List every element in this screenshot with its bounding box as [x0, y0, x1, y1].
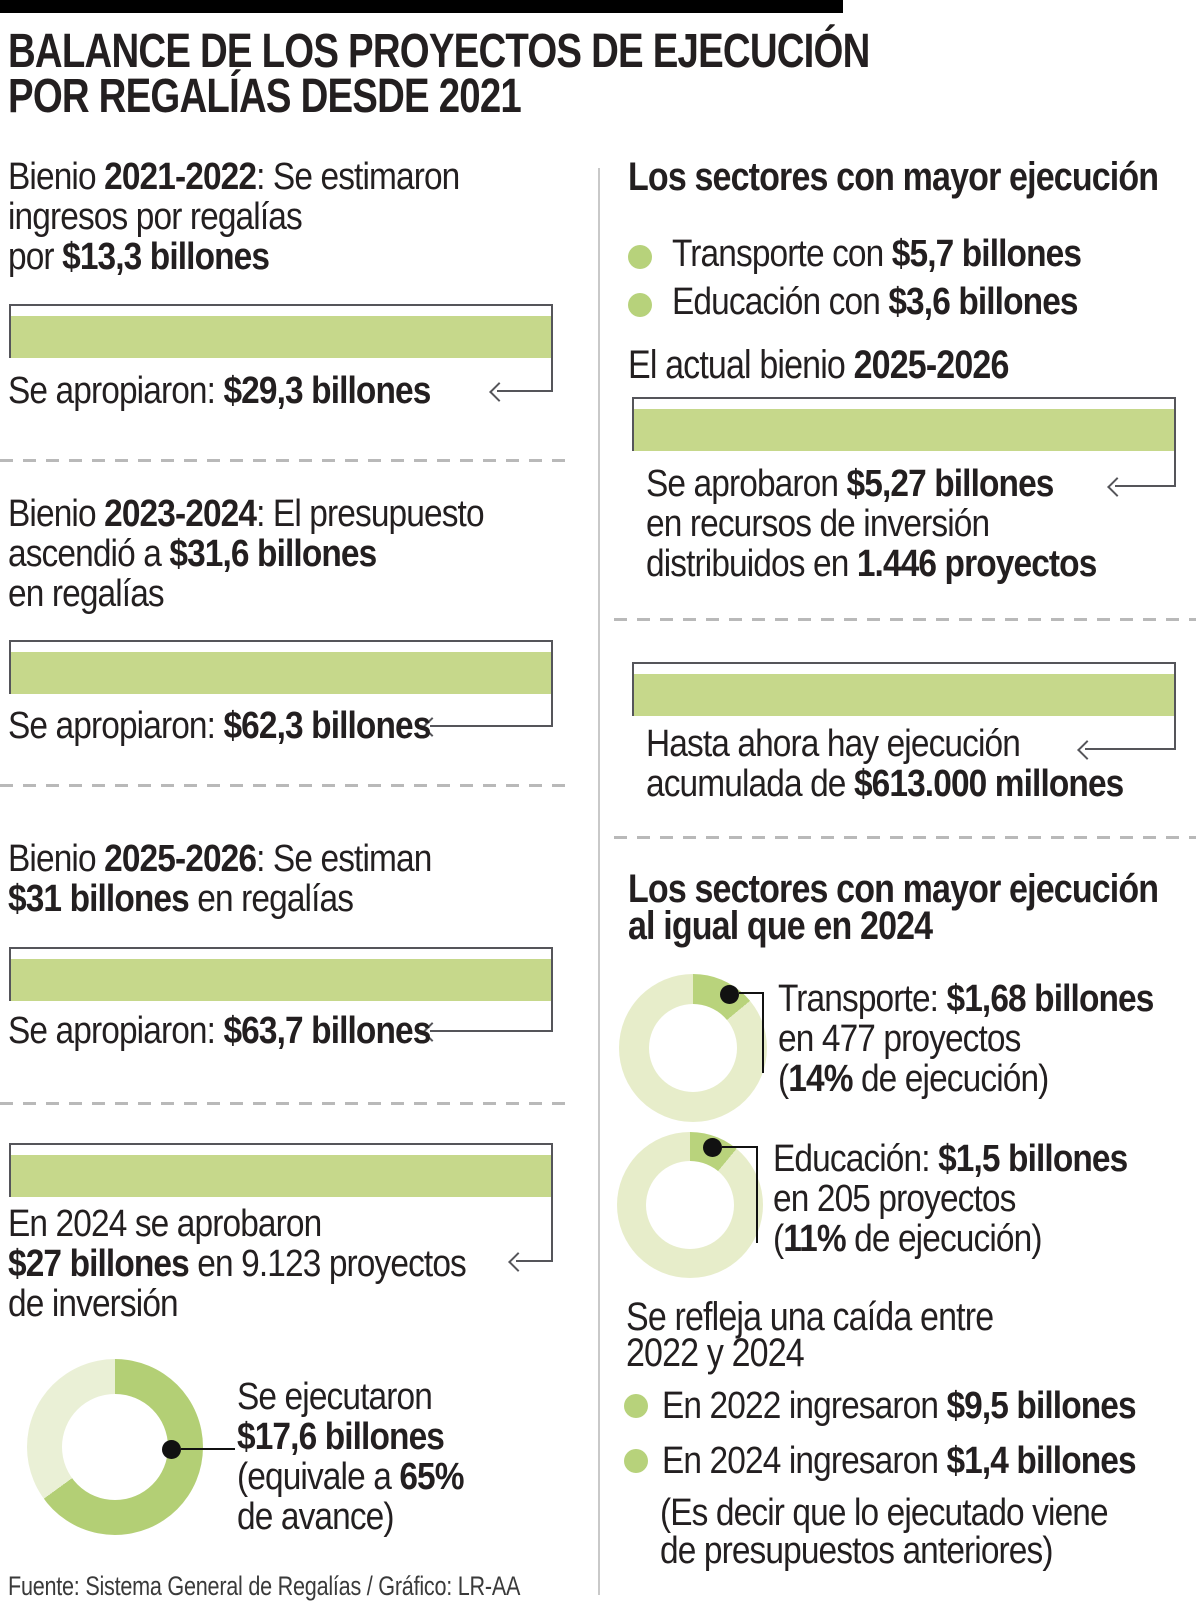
- page-title: BALANCE DE LOS PROYECTOS DE EJECUCIÓN POR…: [8, 28, 870, 121]
- callout-line-vertical: [551, 1197, 553, 1261]
- note-text: (Es decir que lo ejecutado viene de pres…: [660, 1492, 1109, 1572]
- green-bar-fill: [11, 652, 551, 694]
- green-bar-fill: [634, 409, 1174, 451]
- green-bar-fill: [11, 316, 551, 358]
- source-credit: Fuente: Sistema General de Regalías / Gr…: [8, 1571, 521, 1601]
- callout-line-vertical: [1174, 451, 1176, 486]
- callout-line-horizontal: [722, 1146, 758, 1148]
- biennium-2025-2026-text: Bienio 2025-2026: Se estiman $31 billone…: [8, 838, 432, 920]
- callout-dot: [162, 1440, 181, 1459]
- appropriation-bar-2025-2026: [9, 947, 553, 1001]
- approved-bar-2024: [9, 1143, 553, 1197]
- green-bar-fill: [634, 674, 1174, 716]
- bullet-educacion-total: Educación con $3,6 billones: [672, 281, 1079, 323]
- appropriation-bar-2021-2022: [9, 304, 553, 358]
- column-divider: [598, 168, 600, 1595]
- dashed-divider: [614, 618, 1196, 621]
- educacion-execution-text: Educación: $1,5 billones en 205 proyecto…: [773, 1138, 1128, 1260]
- callout-dot: [720, 985, 739, 1004]
- green-bar-fill: [11, 959, 551, 1001]
- callout-line-horizontal: [181, 1448, 235, 1450]
- callout-line-horizontal: [497, 390, 553, 392]
- donut-chart-transporte: [619, 974, 767, 1122]
- appropriation-label-2025-2026: Se apropiaron: $63,7 billones: [8, 1010, 431, 1052]
- callout-dot: [703, 1138, 722, 1157]
- donut-hole: [62, 1394, 168, 1500]
- callout-line-vertical: [762, 992, 764, 1073]
- arrow-left-icon: [1107, 477, 1127, 497]
- callout-line-vertical: [1174, 716, 1176, 749]
- dashed-divider: [0, 784, 573, 787]
- accumulated-execution-text: Hasta ahora hay ejecución acumulada de $…: [646, 723, 1124, 805]
- accumulated-execution-bar: [632, 662, 1176, 716]
- title-line-1: BALANCE DE LOS PROYECTOS DE EJECUCIÓN: [8, 25, 870, 78]
- callout-line-horizontal: [430, 725, 553, 727]
- donut-hole: [646, 1161, 734, 1249]
- callout-line-vertical: [551, 1001, 553, 1031]
- subheading-current-biennium: El actual bienio 2025-2026: [628, 343, 1009, 387]
- callout-line-horizontal: [516, 1260, 553, 1262]
- bullet-icon: [628, 245, 652, 269]
- bullet-icon: [628, 293, 652, 317]
- bullet-transporte-total: Transporte con $5,7 billones: [672, 233, 1082, 275]
- green-bar-fill: [11, 1155, 551, 1197]
- bullet-income-2024: En 2024 ingresaron $1,4 billones: [662, 1440, 1137, 1482]
- donut-chart-educacion: [617, 1132, 763, 1278]
- transporte-execution-text: Transporte: $1,68 billones en 477 proyec…: [778, 978, 1154, 1100]
- arrow-left-icon: [508, 1252, 528, 1272]
- donut-hole: [649, 1004, 737, 1092]
- callout-line-horizontal: [1115, 485, 1176, 487]
- biennium-2023-2024-text: Bienio 2023-2024: El presupuesto ascendi…: [8, 493, 485, 615]
- title-line-2: POR REGALÍAS DESDE 2021: [8, 70, 522, 123]
- top-black-bar: [0, 0, 843, 13]
- bullet-icon: [624, 1449, 648, 1473]
- approved-2024-text: En 2024 se aprobaron $27 billones en 9.1…: [8, 1203, 467, 1325]
- execution-2024-callout-text: Se ejecutaron $17,6 billones (equivale a…: [237, 1376, 465, 1538]
- dashed-divider: [614, 836, 1196, 839]
- biennium-2021-2022-text: Bienio 2021-2022: Se estimaron ingresos …: [8, 156, 460, 278]
- heading-fall-2022-2024: Se refleja una caída entre 2022 y 2024: [626, 1295, 994, 1375]
- dashed-divider: [0, 459, 573, 462]
- heading-sectors-top: Los sectores con mayor ejecución: [628, 155, 1159, 199]
- bullet-icon: [624, 1394, 648, 1418]
- callout-line-vertical: [756, 1146, 758, 1243]
- bullet-income-2022: En 2022 ingresaron $9,5 billones: [662, 1385, 1137, 1427]
- approved-2025-2026-text: Se aprobaron $5,27 billones en recursos …: [646, 463, 1097, 585]
- appropriation-label-2021-2022: Se apropiaron: $29,3 billones: [8, 370, 431, 412]
- callout-line-horizontal: [739, 992, 764, 994]
- arrow-left-icon: [489, 382, 509, 402]
- approved-bar-2025-2026: [632, 397, 1176, 451]
- callout-line-vertical: [551, 358, 553, 392]
- appropriation-label-2023-2024: Se apropiaron: $62,3 billones: [8, 705, 431, 747]
- callout-line-vertical: [551, 694, 553, 726]
- appropriation-bar-2023-2024: [9, 640, 553, 694]
- dashed-divider: [0, 1102, 573, 1105]
- callout-line-horizontal: [1085, 748, 1176, 750]
- callout-line-horizontal: [430, 1030, 553, 1032]
- heading-sectors-2024: Los sectores con mayor ejecución al igua…: [628, 867, 1159, 948]
